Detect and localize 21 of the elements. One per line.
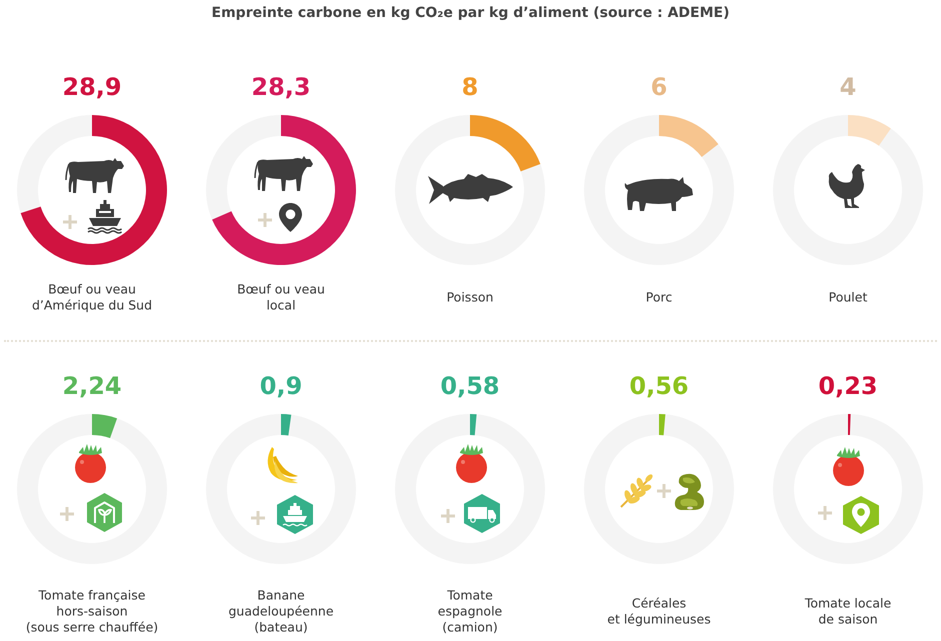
data-label: 6 (650, 73, 668, 101)
data-label: 8 (462, 73, 478, 101)
text: Empreinte carbone en kg CO₂e par kg d’aliment (source : ADEME) (212, 5, 730, 21)
category-label: Bœuf ou veau d’Amérique du Sud (32, 282, 152, 312)
data-label: 28,3 (251, 73, 311, 101)
data-label: 28,9 (62, 73, 122, 101)
data-label: 2,24 (62, 372, 122, 400)
data-label: 0,56 (629, 372, 689, 400)
category-label: Poulet (828, 290, 868, 304)
category-label: Bœuf ou veau local (237, 282, 325, 312)
category-label: Céréales et légumineuses (607, 596, 711, 626)
category-label: Tomate locale de saison (804, 596, 892, 626)
data-label: 0,58 (440, 372, 500, 400)
data-label: 0,9 (260, 372, 302, 400)
data-label: 4 (840, 73, 856, 101)
category-label: Tomate espagnole (camion) (438, 588, 503, 634)
category-label: Banane guadeloupéenne (bateau) (228, 588, 334, 634)
category-label: Porc (646, 290, 672, 304)
category-label: Tomate française hors-saison (sous serre chauffée) (26, 588, 158, 634)
category-label: Poisson (446, 290, 494, 304)
data-label: 0,23 (818, 372, 878, 400)
